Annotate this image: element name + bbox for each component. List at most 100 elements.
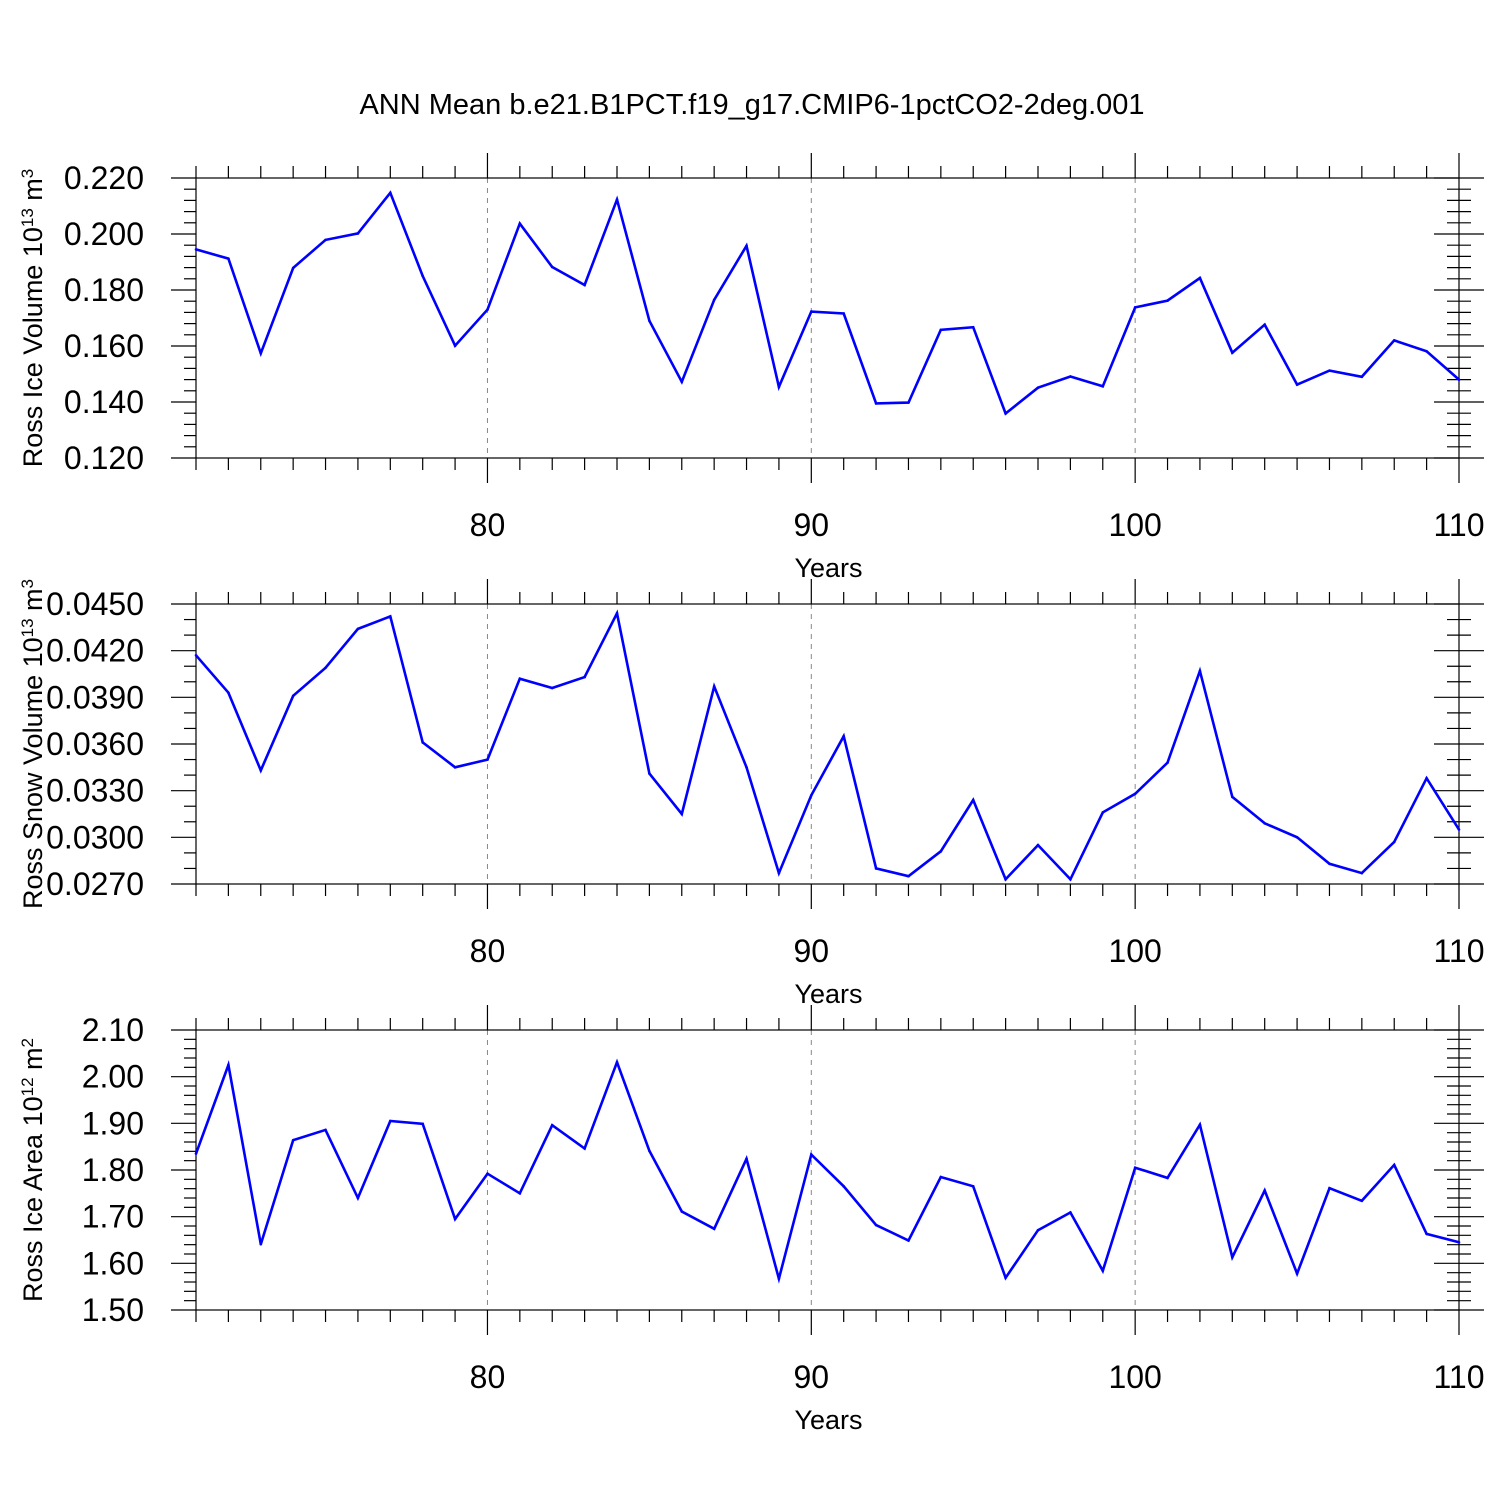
data-point [550,265,554,269]
data-point [810,794,813,797]
y-axis-title-unit-exp: 3 [18,169,37,178]
data-point [1425,776,1428,780]
data-point [1231,351,1234,355]
data-point [745,766,748,769]
data-point [1425,350,1428,353]
data-point [1457,378,1461,381]
data-point [1263,822,1266,825]
y-tick-label: 0.0420 [46,633,144,669]
y-tick-label: 0.180 [64,272,144,308]
data-point [389,615,392,618]
y-tick-label: 0.0390 [46,679,144,715]
data-point [712,1227,716,1231]
data-point [227,691,230,694]
data-point [421,741,424,744]
data-point [1360,1199,1364,1203]
data-point [842,734,845,738]
data-point [291,694,295,698]
data-point [680,1210,684,1213]
data-point [1360,871,1364,875]
y-axis-title-exp: 12 [18,1077,37,1096]
y-axis-title-unit-exp: 2 [18,1038,37,1047]
x-tick-label: 100 [1108,1359,1161,1395]
data-point [1036,843,1040,847]
data-point [648,772,651,775]
data-point [1295,1272,1299,1275]
data-point [1198,1123,1202,1127]
y-axis-title-prefix: Ross Ice Area 10 [18,1096,48,1302]
data-point [486,1172,489,1176]
x-tick-label: 90 [794,507,830,543]
plot-frame [195,603,1460,885]
x-tick-label: 100 [1108,507,1161,543]
data-point [1328,1186,1331,1190]
y-tick-label: 0.120 [64,440,144,476]
data-point [971,1185,975,1188]
data-point [583,283,586,287]
data-point [259,769,263,772]
data-point [518,1192,522,1195]
data-point [842,1185,845,1188]
y-axis-title-unit: m [18,178,48,208]
data-point [324,1128,327,1132]
data-point [259,351,263,355]
data-point [1069,1211,1072,1214]
data-point [356,1196,360,1200]
data-point [1457,1241,1461,1244]
y-axis-title-prefix: Ross Ice Volume 10 [18,227,48,467]
ross-ice-volume-panel: 0.120 0.140 0.160 0.180 0.200 0.220 80 90 100 110… [18,153,1485,583]
data-point [907,401,910,404]
y-tick-label: 0.0300 [46,819,144,855]
data-point [1328,862,1331,866]
data-point [745,1157,748,1161]
data-point [1198,276,1202,280]
data-point [1036,1228,1040,1232]
data-point [389,1119,392,1123]
data-point [1004,412,1007,415]
x-tick-label: 80 [470,933,506,969]
y-tick-label: 1.90 [82,1105,144,1141]
data-point [874,1223,878,1227]
y-tick-label: 0.0450 [46,586,144,622]
data-point [648,319,651,323]
data-point [227,257,230,260]
x-tick-label: 110 [1433,933,1484,969]
y-axis-title-exp: 13 [18,618,37,637]
data-point [1392,1163,1396,1167]
data-point [356,627,360,631]
data-point [1166,761,1169,764]
data-point [777,385,781,389]
y-tick-label: 0.200 [64,216,144,252]
x-tick-label: 110 [1433,507,1484,543]
data-point [939,850,943,853]
y-tick-label: 1.70 [82,1199,144,1235]
data-point [194,248,198,251]
x-tick-label: 110 [1433,1359,1484,1395]
data-point [874,867,878,870]
data-point [486,758,489,761]
x-tick-label: 90 [794,1359,830,1395]
data-point [389,191,392,195]
ross-snow-volume-series-line [195,609,1461,882]
y-axis-title: Ross Ice Area 1012 m2 [18,1038,49,1302]
data-point [1263,1189,1266,1192]
data-point [1101,385,1105,388]
data-point [583,675,586,679]
data-point [907,1239,910,1242]
x-tick-label: 100 [1108,933,1161,969]
y-tick-label: 0.0270 [46,866,144,902]
data-point [421,274,424,278]
data-point [745,244,748,248]
y-axis-title-unit: m [18,1047,48,1077]
x-axis-title: Years [794,1405,862,1435]
data-point [777,871,781,875]
y-axis-title-prefix: Ross Snow Volume 10 [18,637,48,909]
data-point [291,1138,295,1142]
data-point [421,1122,424,1126]
y-tick-label: 0.160 [64,328,144,364]
data-point [259,1242,263,1246]
data-point [550,1123,554,1127]
x-tick-label: 80 [470,507,506,543]
ross-ice-volume-series-line [195,190,1460,416]
y-tick-label: 0.0360 [46,726,144,762]
